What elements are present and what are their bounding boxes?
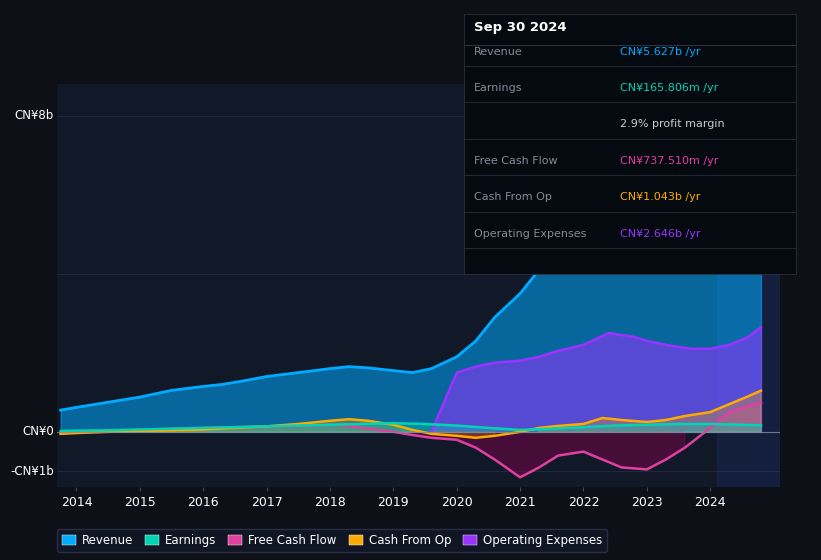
Bar	[717, 84, 780, 487]
Text: Sep 30 2024: Sep 30 2024	[474, 21, 566, 35]
Text: Operating Expenses: Operating Expenses	[474, 228, 586, 239]
Legend: Revenue, Earnings, Free Cash Flow, Cash From Op, Operating Expenses: Revenue, Earnings, Free Cash Flow, Cash …	[57, 529, 607, 552]
Text: -CN¥1b: -CN¥1b	[10, 465, 54, 478]
Text: 2.9% profit margin: 2.9% profit margin	[620, 119, 724, 129]
Text: CN¥8b: CN¥8b	[15, 109, 54, 122]
Text: CN¥737.510m /yr: CN¥737.510m /yr	[620, 156, 718, 166]
Text: CN¥1.043b /yr: CN¥1.043b /yr	[620, 192, 700, 202]
Text: Cash From Op: Cash From Op	[474, 192, 552, 202]
Text: Earnings: Earnings	[474, 83, 522, 93]
Text: Revenue: Revenue	[474, 46, 522, 57]
Text: CN¥2.646b /yr: CN¥2.646b /yr	[620, 228, 700, 239]
Text: CN¥165.806m /yr: CN¥165.806m /yr	[620, 83, 718, 93]
Text: CN¥5.627b /yr: CN¥5.627b /yr	[620, 46, 700, 57]
Text: Free Cash Flow: Free Cash Flow	[474, 156, 557, 166]
Text: CN¥0: CN¥0	[22, 426, 54, 438]
